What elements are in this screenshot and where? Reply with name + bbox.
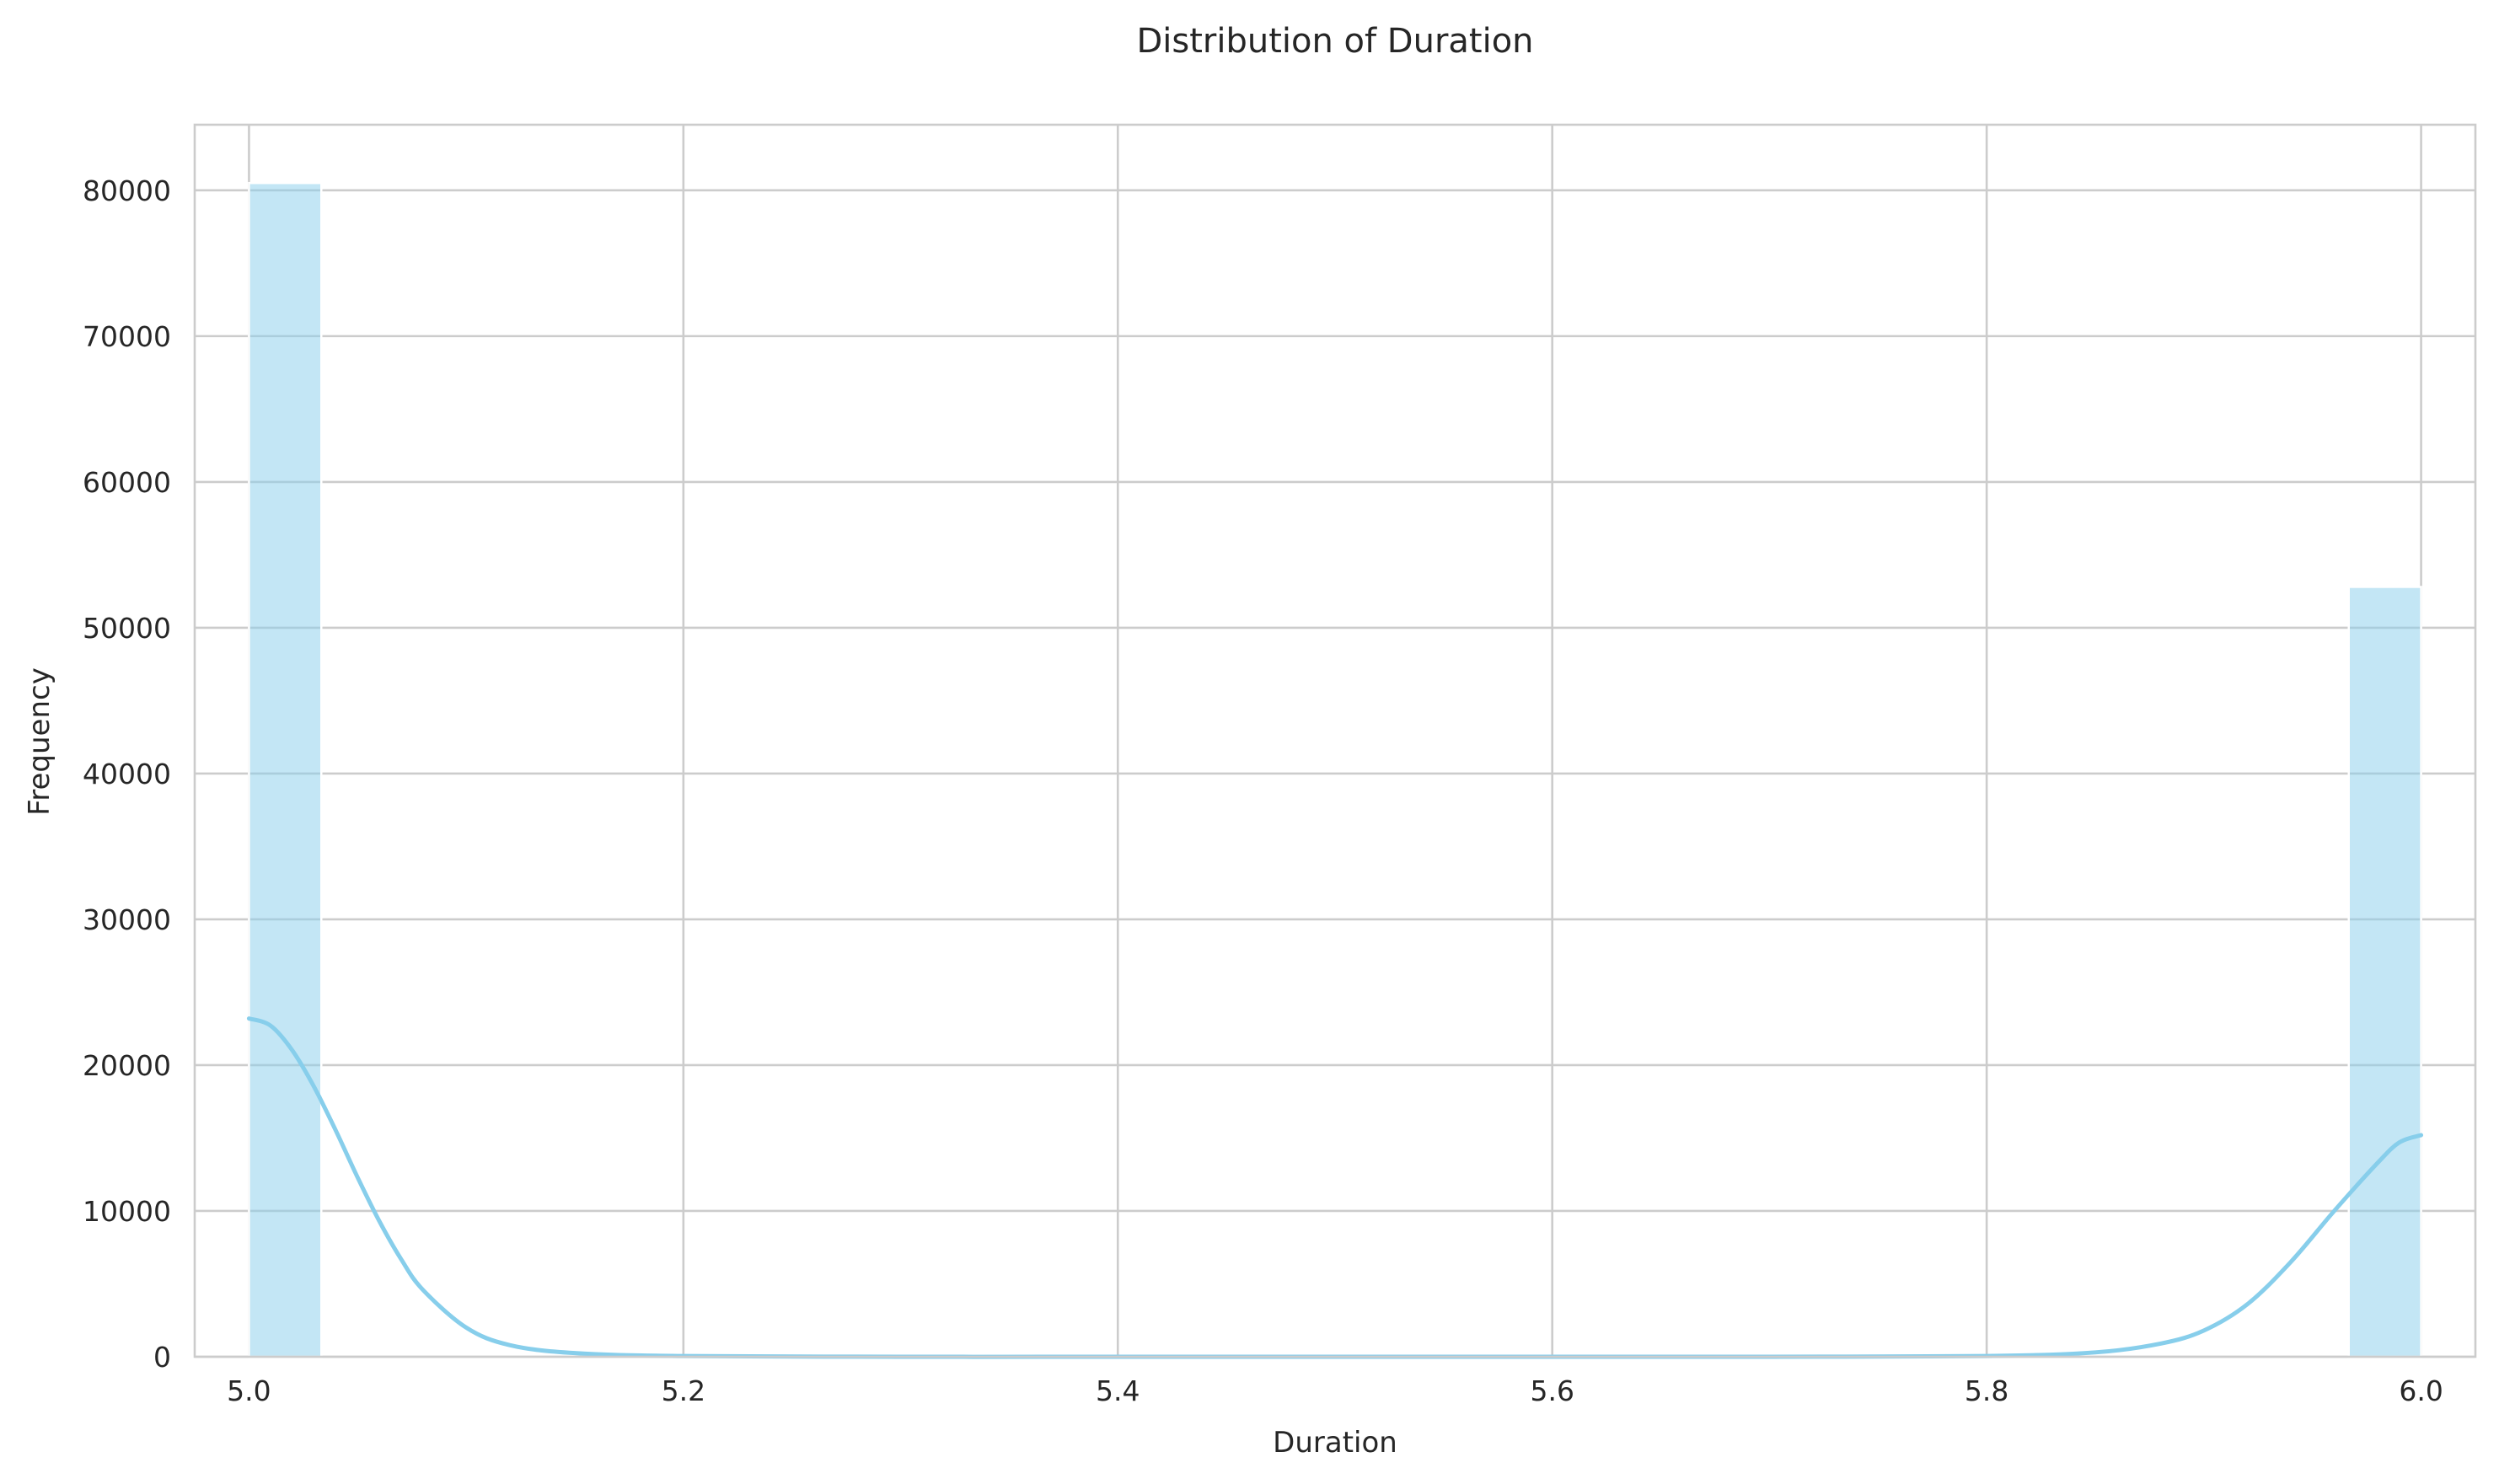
y-tick-label: 50000 (83, 612, 171, 645)
y-tick-label: 80000 (83, 174, 171, 207)
x-tick-label: 5.6 (1530, 1374, 1574, 1407)
chart-title: Distribution of Duration (1136, 22, 1533, 61)
histogram-bar (2347, 586, 2422, 1358)
y-tick-label: 60000 (83, 466, 171, 499)
y-tick-label: 30000 (83, 903, 171, 936)
x-tick-label: 5.0 (227, 1374, 271, 1407)
y-tick-label: 70000 (83, 320, 171, 353)
kde-line (246, 1016, 2424, 1359)
y-tick-label: 10000 (83, 1195, 171, 1228)
x-tick-label: 5.2 (662, 1374, 705, 1407)
grid-layer (195, 125, 2475, 1358)
y-tick-labels: 0 10000 20000 30000 40000 50000 60000 70000 8000… (83, 174, 171, 1374)
x-tick-label: 5.4 (1096, 1374, 1140, 1407)
x-tick-label: 6.0 (2399, 1374, 2443, 1407)
y-tick-label: 0 (153, 1341, 171, 1374)
kde-layer (246, 1016, 2424, 1359)
x-tick-label: 5.8 (1965, 1374, 2008, 1407)
histogram-bar (248, 181, 323, 1358)
bar-layer (248, 181, 2422, 1358)
y-tick-label: 20000 (83, 1049, 171, 1082)
y-axis-label: Frequency (23, 667, 56, 816)
plot-frame (193, 123, 2477, 1358)
x-tick-labels: 5.0 5.2 5.4 5.6 5.8 6.0 (227, 1374, 2443, 1407)
x-axis-label: Duration (1273, 1426, 1397, 1460)
y-tick-label: 40000 (83, 758, 171, 790)
